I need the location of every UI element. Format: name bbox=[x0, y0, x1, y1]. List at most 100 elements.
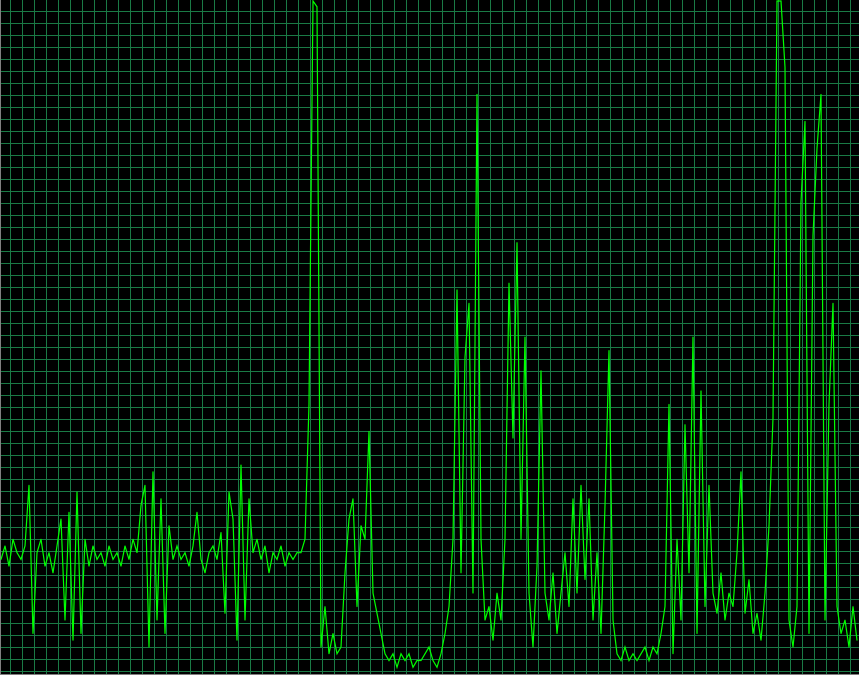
data-point bbox=[208, 552, 210, 554]
data-point bbox=[68, 511, 70, 513]
data-point bbox=[152, 471, 154, 473]
data-point bbox=[264, 545, 266, 547]
data-point bbox=[688, 572, 690, 574]
data-point bbox=[632, 653, 634, 655]
data-point bbox=[252, 552, 254, 554]
data-point bbox=[216, 558, 218, 560]
data-point bbox=[472, 592, 474, 594]
data-point bbox=[760, 639, 762, 641]
data-point bbox=[288, 552, 290, 554]
data-point bbox=[60, 518, 62, 520]
data-point bbox=[336, 653, 338, 655]
data-point bbox=[776, 0, 778, 2]
data-point bbox=[784, 66, 786, 68]
data-point bbox=[36, 552, 38, 554]
data-point bbox=[856, 639, 858, 641]
data-point bbox=[788, 619, 790, 621]
data-point bbox=[840, 633, 842, 635]
data-point bbox=[48, 552, 50, 554]
data-point bbox=[820, 93, 822, 95]
data-point bbox=[320, 646, 322, 648]
data-point bbox=[304, 538, 306, 540]
data-point bbox=[836, 606, 838, 608]
data-point bbox=[508, 282, 510, 284]
data-point bbox=[292, 558, 294, 560]
data-point bbox=[512, 437, 514, 439]
data-point bbox=[408, 653, 410, 655]
data-point bbox=[624, 646, 626, 648]
data-point bbox=[256, 538, 258, 540]
data-point bbox=[568, 606, 570, 608]
data-point bbox=[620, 660, 622, 662]
data-point bbox=[556, 633, 558, 635]
data-point bbox=[440, 653, 442, 655]
data-point bbox=[160, 498, 162, 500]
data-point bbox=[156, 619, 158, 621]
data-point bbox=[224, 612, 226, 614]
data-point bbox=[560, 592, 562, 594]
data-point bbox=[664, 606, 666, 608]
data-point bbox=[584, 579, 586, 581]
data-point bbox=[276, 558, 278, 560]
data-point bbox=[120, 565, 122, 567]
data-point bbox=[380, 633, 382, 635]
data-point bbox=[672, 653, 674, 655]
data-point bbox=[564, 552, 566, 554]
data-point bbox=[52, 572, 54, 574]
data-point bbox=[740, 471, 742, 473]
data-point bbox=[588, 498, 590, 500]
data-point bbox=[96, 558, 98, 560]
data-point bbox=[424, 653, 426, 655]
data-point bbox=[804, 120, 806, 122]
data-point bbox=[248, 498, 250, 500]
data-point bbox=[612, 619, 614, 621]
data-point bbox=[452, 538, 454, 540]
data-point bbox=[456, 289, 458, 291]
data-point bbox=[848, 646, 850, 648]
data-point bbox=[148, 646, 150, 648]
data-point bbox=[144, 484, 146, 486]
data-point bbox=[536, 565, 538, 567]
data-point bbox=[4, 545, 6, 547]
data-point bbox=[748, 579, 750, 581]
data-point bbox=[168, 525, 170, 527]
data-point bbox=[192, 545, 194, 547]
data-point bbox=[412, 666, 414, 668]
data-point bbox=[84, 538, 86, 540]
data-point bbox=[668, 403, 670, 405]
data-point bbox=[728, 592, 730, 594]
data-point bbox=[384, 653, 386, 655]
data-point bbox=[240, 464, 242, 466]
data-point bbox=[232, 518, 234, 520]
data-point bbox=[88, 565, 90, 567]
data-point bbox=[64, 619, 66, 621]
data-point bbox=[700, 390, 702, 392]
data-point bbox=[344, 572, 346, 574]
data-point bbox=[396, 666, 398, 668]
data-point bbox=[368, 430, 370, 432]
data-point bbox=[180, 558, 182, 560]
data-point bbox=[464, 356, 466, 358]
data-point bbox=[796, 606, 798, 608]
data-point bbox=[628, 660, 630, 662]
data-point bbox=[20, 558, 22, 560]
data-point bbox=[576, 592, 578, 594]
data-point bbox=[460, 572, 462, 574]
data-point bbox=[328, 653, 330, 655]
data-point bbox=[200, 558, 202, 560]
data-point bbox=[400, 653, 402, 655]
data-point bbox=[124, 545, 126, 547]
data-point bbox=[708, 484, 710, 486]
data-point bbox=[364, 538, 366, 540]
data-point bbox=[816, 147, 818, 149]
data-point bbox=[792, 646, 794, 648]
data-point bbox=[476, 93, 478, 95]
data-point bbox=[352, 498, 354, 500]
data-point bbox=[828, 403, 830, 405]
data-point bbox=[616, 653, 618, 655]
data-point bbox=[128, 558, 130, 560]
data-point bbox=[812, 235, 814, 237]
data-point bbox=[188, 565, 190, 567]
